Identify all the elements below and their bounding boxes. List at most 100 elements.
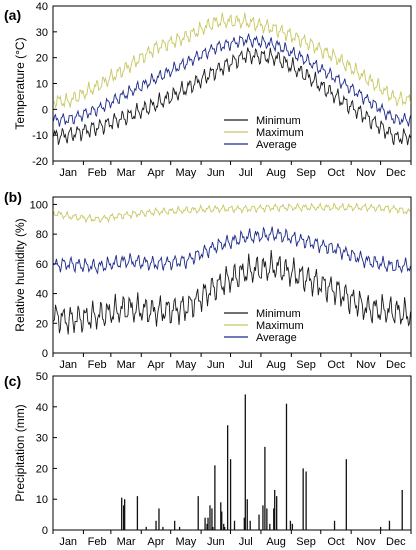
legend-label-maximum: Maximum xyxy=(256,127,304,139)
precip-bar xyxy=(244,394,246,530)
precip-bar xyxy=(155,520,157,530)
precip-bar xyxy=(273,508,275,530)
precip-bar xyxy=(269,523,271,530)
precip-bar xyxy=(246,499,248,530)
x-tick-label: Aug xyxy=(266,536,286,548)
precip-bar xyxy=(224,526,226,530)
x-tick-label: Jun xyxy=(207,167,225,179)
legend-label-average: Average xyxy=(256,332,297,344)
legend-label-maximum: Maximum xyxy=(256,320,304,332)
x-tick-label: Sep xyxy=(296,536,316,548)
y-axis-title: Relative humidity (%) xyxy=(13,218,27,331)
x-tick-label: Oct xyxy=(327,536,344,548)
precip-bar xyxy=(209,505,211,530)
y-tick-label: 0 xyxy=(42,104,48,116)
x-tick-label: May xyxy=(176,536,197,548)
x-tick-label: Apr xyxy=(147,359,164,371)
x-tick-label: Mar xyxy=(117,359,136,371)
panel-label: (a) xyxy=(4,7,21,23)
x-tick-label: Dec xyxy=(386,167,406,179)
precip-bar xyxy=(229,459,232,530)
x-tick-label: Nov xyxy=(356,167,376,179)
x-tick-label: Apr xyxy=(147,167,164,179)
precip-bar xyxy=(226,425,229,530)
y-tick-label: 50 xyxy=(36,371,48,383)
series-line-minimum xyxy=(53,249,411,335)
x-tick-label: Jan xyxy=(59,536,77,548)
precip-bar xyxy=(285,403,288,530)
precip-bar xyxy=(233,520,236,530)
precip-bar xyxy=(274,489,276,530)
x-tick-label: Mar xyxy=(117,536,136,548)
y-tick-label: 20 xyxy=(36,318,48,330)
x-tick-label: Jun xyxy=(207,536,225,548)
precip-bar xyxy=(162,526,164,530)
y-tick-label: 10 xyxy=(36,79,48,91)
x-tick-label: Apr xyxy=(147,536,164,548)
y-tick-label: -10 xyxy=(32,130,48,142)
x-tick-label: Nov xyxy=(356,359,376,371)
precip-bar xyxy=(158,508,160,530)
x-tick-label: May xyxy=(176,359,197,371)
precip-bar xyxy=(211,508,213,530)
precip-bar xyxy=(204,517,206,530)
x-tick-label: Aug xyxy=(266,167,286,179)
precip-bar xyxy=(302,468,304,530)
x-tick-label: Aug xyxy=(266,359,286,371)
y-tick-label: 60 xyxy=(36,259,48,271)
precip-bar xyxy=(206,523,208,530)
precip-bar xyxy=(258,514,260,530)
y-tick-label: 0 xyxy=(42,525,48,537)
panel-c: 0 10 20 30 40 50 Jan Feb Mar Apr May Jun Jul Aug Sep Oc… xyxy=(4,371,412,548)
panel-a: -20 -10 0 10 20 30 40 Jan Feb Mar Apr May Jun Jul Aug S… xyxy=(4,1,412,179)
precip-bar xyxy=(345,459,347,530)
series-line-maximum xyxy=(53,202,411,224)
precip-bar xyxy=(223,523,225,530)
y-tick-label: 40 xyxy=(36,1,48,13)
precip-bar xyxy=(262,505,264,530)
x-tick-label: Jan xyxy=(59,359,77,371)
precip-bar xyxy=(243,517,245,530)
x-tick-label: Jun xyxy=(207,359,225,371)
precip-bar xyxy=(264,446,266,530)
y-tick-label: 10 xyxy=(36,494,48,506)
series-line-maximum xyxy=(53,12,411,109)
y-tick-label: 20 xyxy=(36,53,48,65)
precip-bar xyxy=(289,520,292,530)
x-tick-label: Dec xyxy=(386,536,406,548)
precip-bar xyxy=(212,526,214,530)
x-tick-label: Sep xyxy=(296,359,316,371)
precip-bar xyxy=(333,520,336,530)
y-tick-label: 20 xyxy=(36,463,48,475)
precip-bar xyxy=(121,497,123,530)
series-line-average xyxy=(53,226,411,275)
precip-bar xyxy=(207,517,209,530)
x-tick-label: Feb xyxy=(88,167,107,179)
y-tick-label: 80 xyxy=(36,229,48,241)
x-tick-label: Sep xyxy=(296,167,316,179)
x-tick-label: Feb xyxy=(88,359,107,371)
legend-label-minimum: Minimum xyxy=(256,115,301,127)
panel-label: (b) xyxy=(4,189,22,205)
plot-frame xyxy=(52,196,412,354)
y-tick-label: 0 xyxy=(42,348,48,360)
precip-bar xyxy=(197,496,199,530)
series-line-minimum xyxy=(53,47,411,146)
y-tick-label: 40 xyxy=(36,402,48,414)
precip-bar xyxy=(266,508,268,530)
x-tick-label: Jul xyxy=(239,167,253,179)
y-axis-title: Temperature (°C) xyxy=(13,37,27,129)
legend-label-minimum: Minimum xyxy=(256,308,301,320)
x-tick-label: Mar xyxy=(117,167,136,179)
precip-bar xyxy=(123,505,125,530)
precip-bar xyxy=(401,489,403,530)
x-tick-label: Jan xyxy=(59,167,77,179)
precip-bar xyxy=(145,526,147,530)
x-tick-label: Jul xyxy=(239,359,253,371)
y-tick-label: 30 xyxy=(36,433,48,445)
y-tick-label: 30 xyxy=(36,27,48,39)
precip-bar xyxy=(220,502,222,530)
precip-bar xyxy=(379,526,382,530)
